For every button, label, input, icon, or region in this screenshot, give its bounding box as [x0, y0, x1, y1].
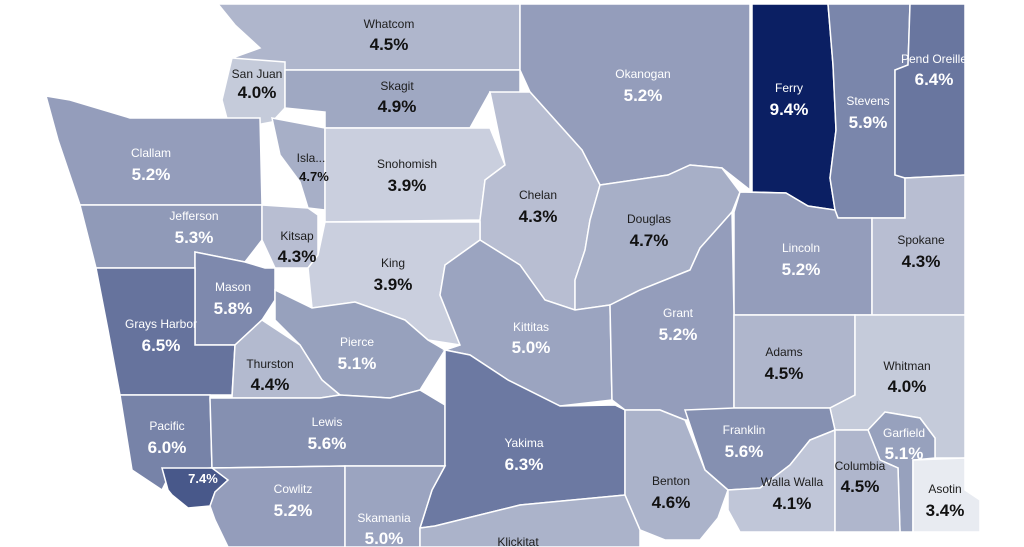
county-value-isla: 4.7%: [299, 169, 329, 184]
county-name-whatcom: Whatcom: [364, 17, 415, 31]
county-name-columbia: Columbia: [835, 459, 886, 473]
county-value-douglas: 4.7%: [630, 231, 669, 250]
county-name-thurston: Thurston: [246, 357, 293, 371]
county-name-snohomish: Snohomish: [377, 157, 437, 171]
county-value-clallam: 5.2%: [132, 165, 171, 184]
county-shape-asotin[interactable]: [912, 457, 981, 533]
county-name-cowlitz: Cowlitz: [274, 482, 313, 496]
county-name-yakima: Yakima: [504, 436, 543, 450]
county-name-san-juan: San Juan: [232, 67, 283, 81]
county-name-clallam: Clallam: [131, 146, 171, 160]
county-name-lewis: Lewis: [312, 415, 343, 429]
county-value-snohomish: 3.9%: [388, 176, 427, 195]
county-value-lincoln: 5.2%: [782, 260, 821, 279]
county-value-cowlitz: 5.2%: [274, 501, 313, 520]
county-name-skagit: Skagit: [380, 79, 414, 93]
county-value-stevens: 5.9%: [849, 113, 888, 132]
county-shape-lincoln[interactable]: [733, 191, 873, 316]
county-value-chelan: 4.3%: [519, 207, 558, 226]
county-value-san-juan: 4.0%: [238, 83, 277, 102]
county-name-douglas: Douglas: [627, 212, 671, 226]
county-value-pacific: 6.0%: [148, 438, 187, 457]
county-name-spokane: Spokane: [897, 233, 945, 247]
county-value-franklin: 5.6%: [725, 442, 764, 461]
county-name-walla-walla: Walla Walla: [761, 475, 824, 489]
county-value-garfield: 5.1%: [885, 444, 924, 463]
county-name-asotin: Asotin: [928, 482, 961, 496]
county-value-yakima: 6.3%: [505, 455, 544, 474]
county-value-lewis: 5.6%: [308, 434, 347, 453]
county-name-okanogan: Okanogan: [615, 67, 670, 81]
county-value-thurston: 4.4%: [251, 375, 290, 394]
county-name-skamania: Skamania: [357, 511, 411, 525]
county-shape-san-juan[interactable]: [221, 57, 286, 131]
county-name-grays-harbor: Grays Harbor: [125, 317, 197, 331]
county-value-whitman: 4.0%: [888, 377, 927, 396]
county-value-walla-walla: 4.1%: [773, 494, 812, 513]
county-name-chelan: Chelan: [519, 188, 557, 202]
county-value-mason: 5.8%: [214, 299, 253, 318]
county-name-king: King: [381, 256, 405, 270]
county-value-small-county: 7.4%: [188, 471, 218, 486]
county-value-kittitas: 5.0%: [512, 338, 551, 357]
county-name-grant: Grant: [663, 306, 694, 320]
county-name-benton: Benton: [652, 474, 690, 488]
county-value-kitsap: 4.3%: [278, 247, 317, 266]
county-shape-columbia[interactable]: [834, 429, 901, 533]
county-name-mason: Mason: [215, 280, 251, 294]
county-value-benton: 4.6%: [652, 493, 691, 512]
county-value-grays-harbor: 6.5%: [142, 336, 181, 355]
county-name-franklin: Franklin: [723, 423, 766, 437]
county-name-garfield: Garfield: [883, 426, 925, 440]
county-shape-klickitat[interactable]: [419, 494, 641, 547]
county-value-jefferson: 5.3%: [175, 228, 214, 247]
county-name-adams: Adams: [765, 345, 802, 359]
county-shape-lewis[interactable]: [209, 389, 446, 469]
county-name-kittitas: Kittitas: [513, 320, 549, 334]
county-name-pacific: Pacific: [149, 419, 184, 433]
county-value-skagit: 4.9%: [378, 97, 417, 116]
county-value-pierce: 5.1%: [338, 354, 377, 373]
county-name-isla: Isla...: [297, 151, 326, 165]
county-name-lincoln: Lincoln: [782, 241, 820, 255]
county-name-pierce: Pierce: [340, 335, 374, 349]
county-value-skamania: 5.0%: [365, 529, 404, 547]
county-value-spokane: 4.3%: [902, 252, 941, 271]
county-name-pend-oreille: Pend Oreille: [901, 52, 967, 66]
county-shape-adams[interactable]: [733, 314, 856, 409]
county-value-king: 3.9%: [374, 275, 413, 294]
county-value-grant: 5.2%: [659, 325, 698, 344]
county-value-asotin: 3.4%: [926, 501, 965, 520]
county-shape-clallam[interactable]: [44, 95, 263, 206]
county-name-ferry: Ferry: [775, 81, 803, 95]
county-value-adams: 4.5%: [765, 364, 804, 383]
county-value-columbia: 4.5%: [841, 477, 880, 496]
county-name-stevens: Stevens: [846, 94, 889, 108]
county-value-ferry: 9.4%: [770, 100, 809, 119]
county-value-pend-oreille: 6.4%: [915, 70, 954, 89]
county-name-whitman: Whitman: [883, 359, 930, 373]
county-shape-snohomish[interactable]: [324, 127, 506, 223]
county-value-okanogan: 5.2%: [624, 86, 663, 105]
county-name-jefferson: Jefferson: [169, 209, 218, 223]
county-value-whatcom: 4.5%: [370, 35, 409, 54]
county-name-kitsap: Kitsap: [280, 229, 314, 243]
county-shape-pend-oreille[interactable]: [894, 3, 966, 179]
county-name-klickitat: Klickitat: [497, 535, 539, 547]
